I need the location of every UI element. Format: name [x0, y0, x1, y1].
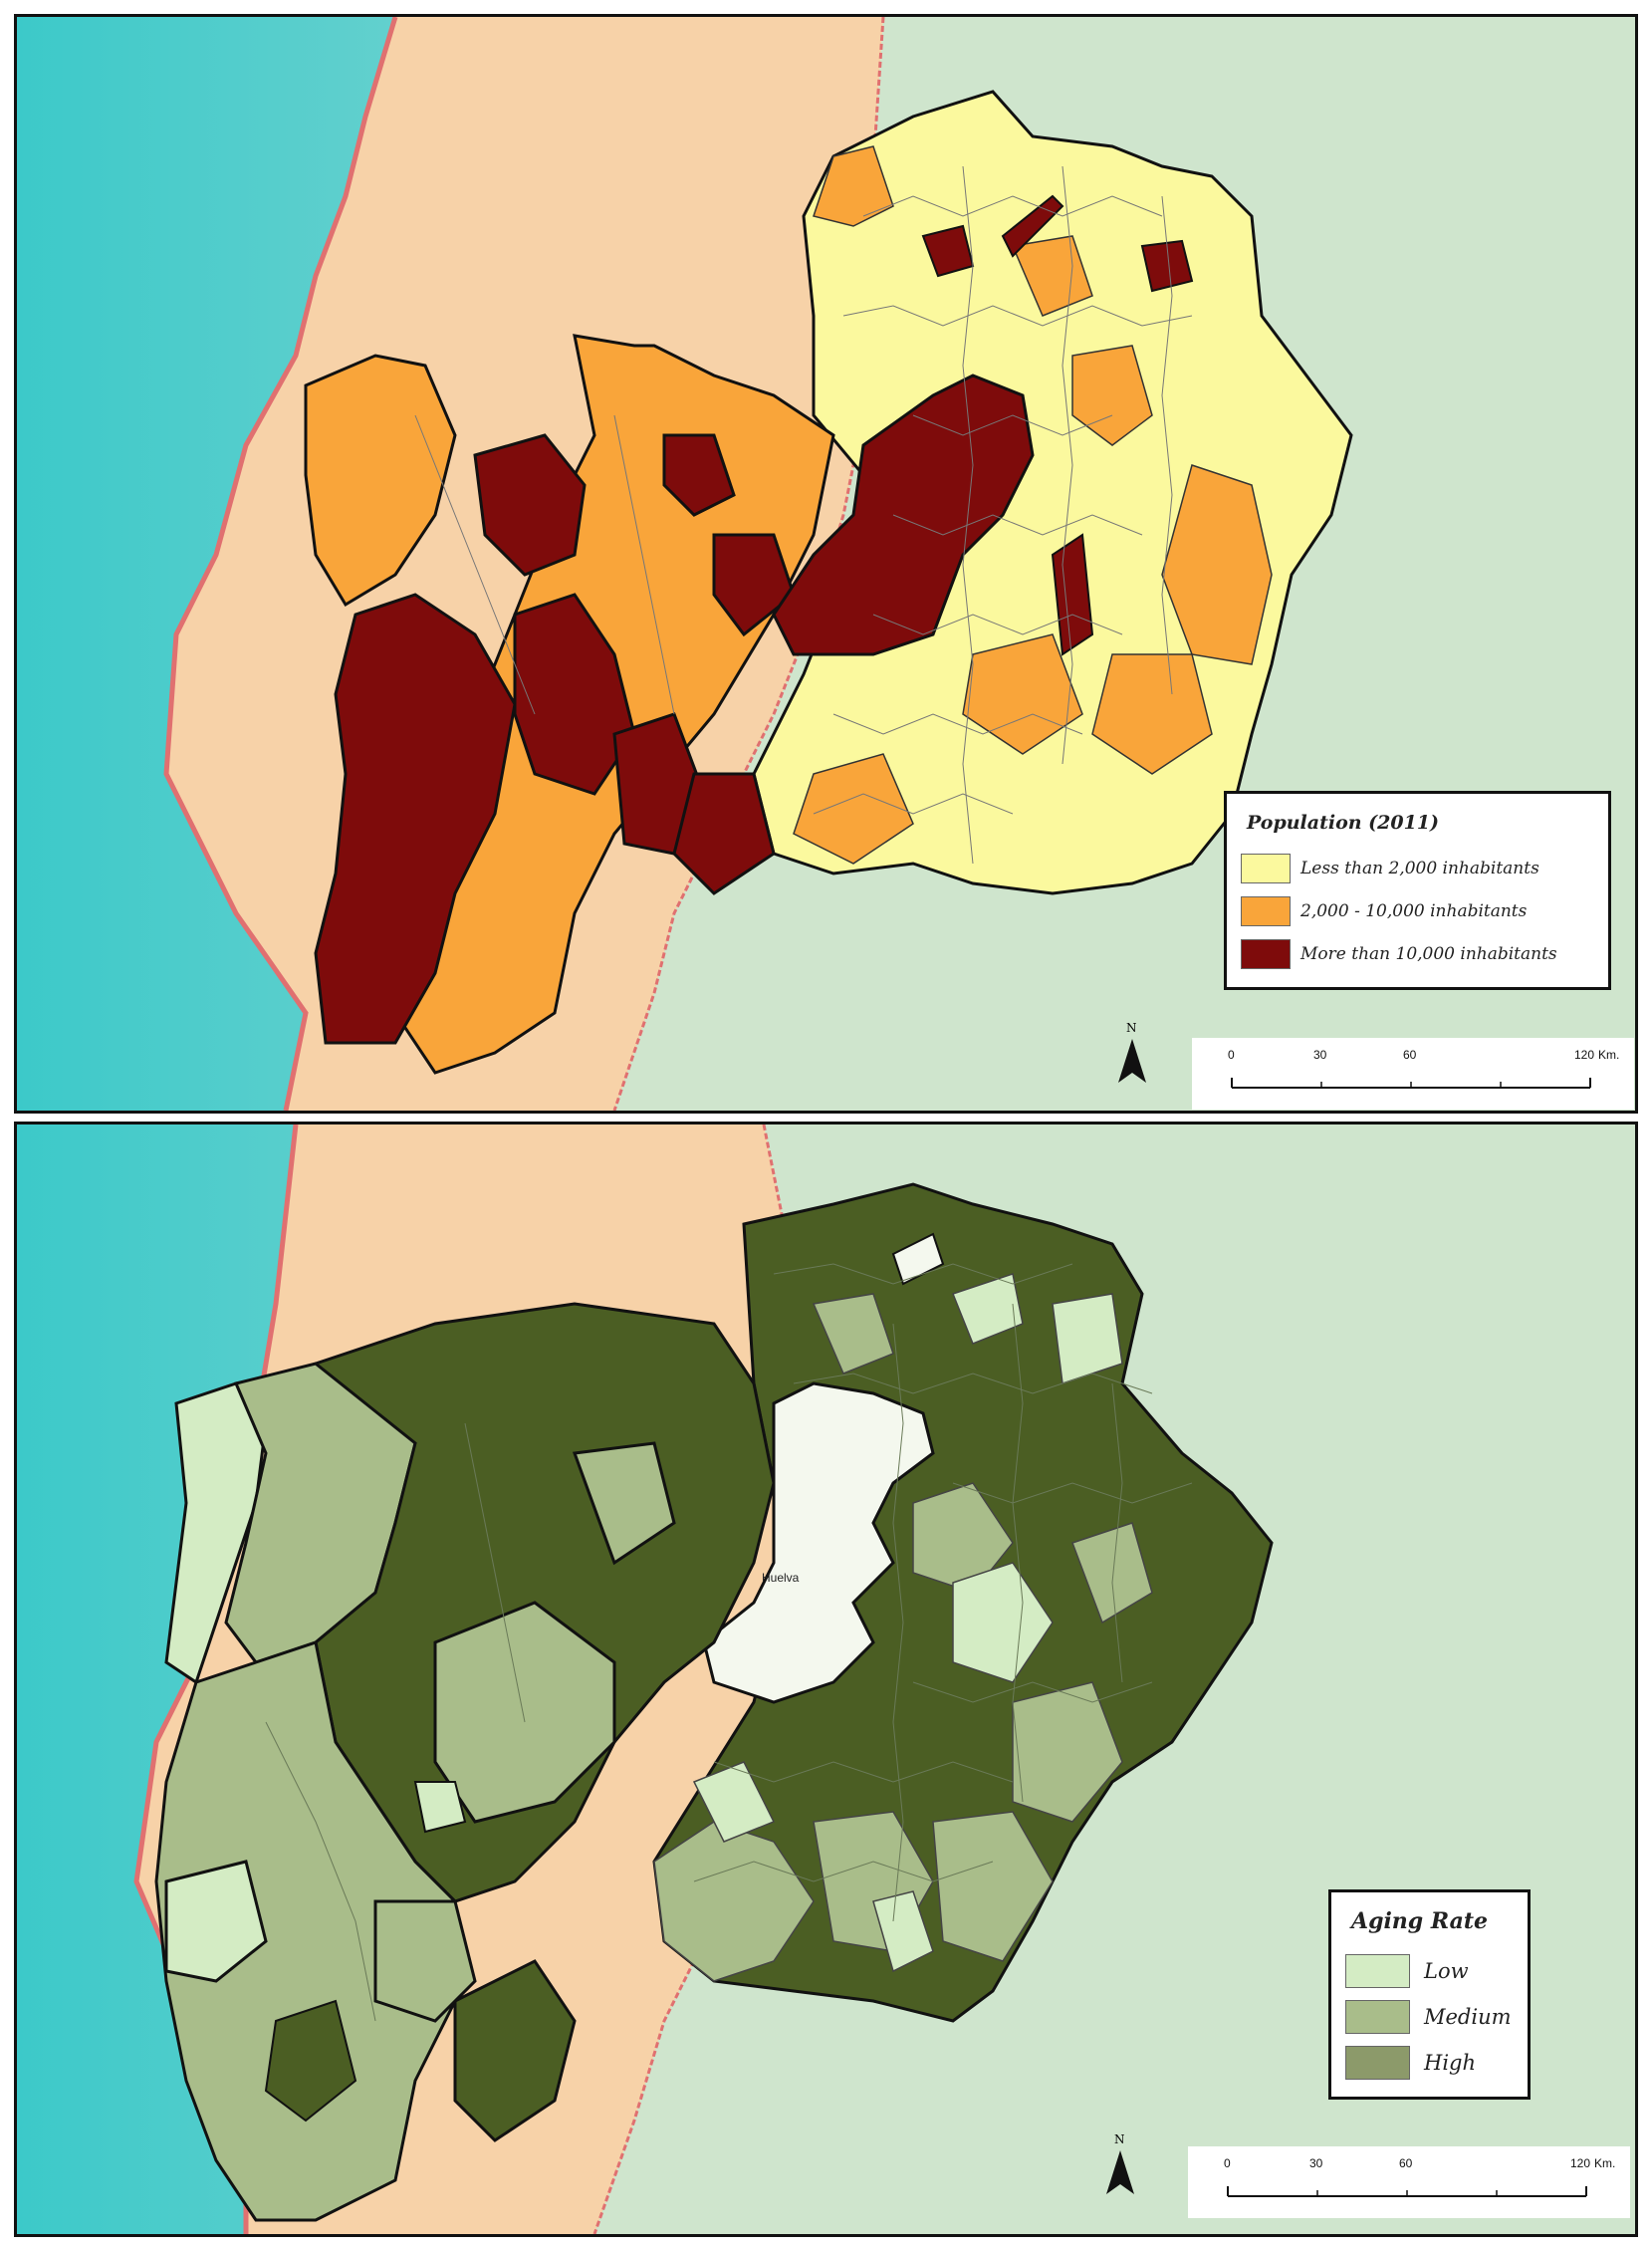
aging-map: [17, 1124, 1635, 2234]
region-high-west: [312, 1302, 776, 1903]
legend-swatch: [1345, 2000, 1410, 2034]
population-map-panel: Population (2011) Less than 2,000 inhabi…: [14, 14, 1638, 1114]
north-letter: N: [1114, 2132, 1125, 2146]
region-no-data: [702, 1381, 935, 1704]
legend-swatch: [1345, 1954, 1410, 1988]
place-label-huelva: Huelva: [762, 1571, 800, 1585]
legend-label: 2,000 - 10,000 inhabitants: [1300, 901, 1528, 921]
legend-label: Less than 2,000 inhabitants: [1300, 859, 1539, 878]
north-letter: N: [1126, 1021, 1137, 1035]
region-medium-sw: [154, 1640, 457, 2222]
legend-item-mid-population: 2,000 - 10,000 inhabitants: [1241, 896, 1527, 926]
scale-tick: 30: [1313, 1048, 1327, 1062]
legend-swatch: [1241, 939, 1291, 969]
aging-map-panel: Huelva Aging Rate Low Medium High N: [14, 1122, 1638, 2237]
scale-bar: 0 30 60 120 Km.: [1192, 1038, 1634, 1110]
legend-swatch: [1241, 854, 1291, 883]
north-arrow-icon: [1118, 1039, 1146, 1083]
scale-unit: Km.: [1598, 1048, 1620, 1062]
region-darkred-coast: [314, 593, 517, 1045]
legend-item-low: Low: [1345, 1954, 1469, 1988]
legend-swatch: [1241, 896, 1291, 926]
legend-label: More than 10,000 inhabitants: [1300, 944, 1557, 964]
legend-item-high-population: More than 10,000 inhabitants: [1241, 939, 1557, 969]
scale-tick: 60: [1403, 1048, 1417, 1062]
north-arrow: N: [1100, 2132, 1140, 2202]
scale-tick: 0: [1228, 1048, 1235, 1062]
scale-unit: Km.: [1594, 2156, 1616, 2170]
north-arrow: N: [1112, 1021, 1152, 1091]
legend-swatch: [1345, 2046, 1410, 2080]
legend-item-low-population: Less than 2,000 inhabitants: [1241, 854, 1539, 883]
scale-tick: 120: [1570, 2156, 1591, 2170]
coastline: [163, 17, 398, 1111]
legend-title: Aging Rate: [1351, 1908, 1489, 1934]
legend-item-high: High: [1345, 2046, 1476, 2080]
municipal-boundaries: [265, 1263, 1193, 2022]
population-legend: Population (2011) Less than 2,000 inhabi…: [1224, 791, 1611, 990]
aging-legend: Aging Rate Low Medium High: [1328, 1889, 1531, 2100]
north-arrow-icon: [1106, 2150, 1134, 2194]
legend-label: High: [1424, 2051, 1476, 2075]
municipal-boundaries: [414, 165, 1193, 865]
scale-bar: 0 30 60 120 Km.: [1188, 2146, 1630, 2218]
legend-label: Medium: [1424, 2005, 1512, 2029]
scale-tick: 0: [1224, 2156, 1231, 2170]
scale-tick: 30: [1309, 2156, 1323, 2170]
legend-item-medium: Medium: [1345, 2000, 1512, 2034]
legend-label: Low: [1424, 1959, 1469, 1983]
legend-title: Population (2011): [1247, 812, 1440, 834]
region-darkred-central: [772, 374, 1035, 656]
scale-tick: 120: [1574, 1048, 1595, 1062]
scale-tick: 60: [1399, 2156, 1413, 2170]
